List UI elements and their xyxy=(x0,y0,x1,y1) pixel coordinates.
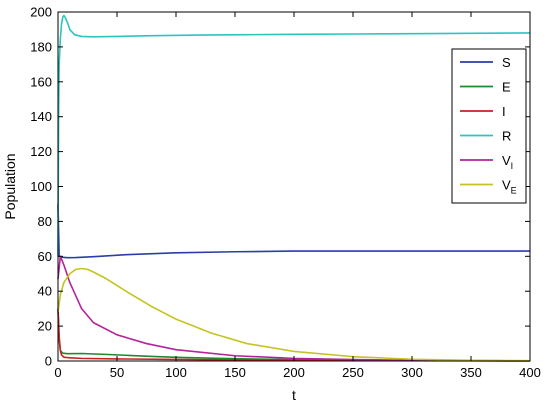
legend-label-main: S xyxy=(502,55,511,70)
legend-label: R xyxy=(502,129,511,144)
x-tick-label: 100 xyxy=(165,365,187,380)
y-tick-label: 40 xyxy=(38,284,52,299)
x-axis-label: t xyxy=(292,387,296,403)
y-tick-label: 80 xyxy=(38,214,52,229)
legend-label-main: E xyxy=(502,80,511,95)
legend-label-main: R xyxy=(502,129,511,144)
legend-label: I xyxy=(502,104,506,119)
y-axis-label: Population xyxy=(2,153,18,219)
legend-label-main: V xyxy=(502,178,511,193)
legend-label: VE xyxy=(502,178,517,196)
x-tick-label: 250 xyxy=(342,365,364,380)
y-tick-label: 100 xyxy=(30,179,52,194)
y-tick-label: 160 xyxy=(30,74,52,89)
legend-label: S xyxy=(502,55,511,70)
x-tick-label: 350 xyxy=(460,365,482,380)
legend-label-sub: I xyxy=(511,161,514,171)
legend-label-sub: E xyxy=(511,186,517,196)
series-line-r xyxy=(57,14,531,257)
y-tick-label: 120 xyxy=(30,144,52,159)
x-tick-label: 300 xyxy=(401,365,423,380)
x-tick-label: 400 xyxy=(519,365,541,380)
legend-label: VI xyxy=(502,153,513,171)
legend-box xyxy=(451,48,527,204)
plot-area xyxy=(58,12,530,361)
x-tick-label: 200 xyxy=(283,365,305,380)
x-tick-label: 150 xyxy=(224,365,246,380)
y-tick-label: 140 xyxy=(30,109,52,124)
y-tick-label: 60 xyxy=(38,249,52,264)
legend-label-main: I xyxy=(502,104,506,119)
x-tick-label: 0 xyxy=(54,365,61,380)
series-line-v-i xyxy=(57,255,531,362)
legend-label-main: V xyxy=(502,153,511,168)
legend-label: E xyxy=(502,80,511,95)
y-ticks: 0 20 40 60 80 100 120 140 160 180 200 xyxy=(30,5,530,369)
y-tick-label: 0 xyxy=(45,354,52,369)
y-tick-label: 20 xyxy=(38,319,52,334)
x-tick-label: 50 xyxy=(110,365,124,380)
x-ticks: 0 50 100 150 200 250 300 350 400 xyxy=(54,12,541,380)
y-tick-label: 180 xyxy=(30,39,52,54)
y-tick-label: 200 xyxy=(30,5,52,20)
